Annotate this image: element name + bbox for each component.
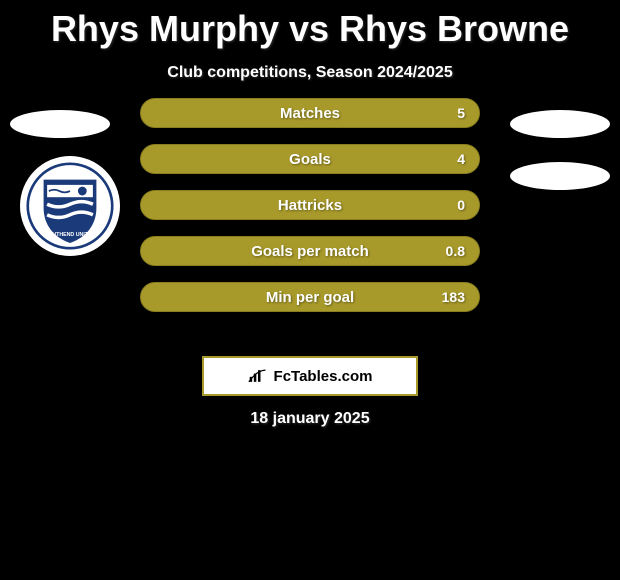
stat-label: Matches (280, 105, 340, 122)
bar-chart-icon (248, 368, 268, 384)
stat-right-value: 183 (442, 289, 465, 305)
stat-right-value: 4 (457, 151, 465, 167)
stat-row-goals-per-match: Goals per match 0.8 (140, 236, 480, 266)
brand-badge[interactable]: FcTables.com (202, 356, 418, 396)
player-right-avatar-placeholder-2 (510, 162, 610, 190)
stat-row-goals: Goals 4 (140, 144, 480, 174)
stat-label: Hattricks (278, 197, 342, 214)
stat-label: Min per goal (266, 289, 354, 306)
stat-row-min-per-goal: Min per goal 183 (140, 282, 480, 312)
southend-united-logo: SOUTHEND UNITED (20, 156, 120, 256)
player-left-avatar-placeholder (10, 110, 110, 138)
page-title: Rhys Murphy vs Rhys Browne (0, 0, 620, 50)
brand-label: FcTables.com (274, 368, 373, 385)
stat-right-value: 0 (457, 197, 465, 213)
stat-label: Goals (289, 151, 331, 168)
stat-row-matches: Matches 5 (140, 98, 480, 128)
stat-row-hattricks: Hattricks 0 (140, 190, 480, 220)
subtitle: Club competitions, Season 2024/2025 (0, 64, 620, 82)
stat-right-value: 0.8 (446, 243, 465, 259)
stat-label: Goals per match (251, 243, 369, 260)
stat-right-value: 5 (457, 105, 465, 121)
date-label: 18 january 2025 (0, 410, 620, 428)
svg-text:SOUTHEND UNITED: SOUTHEND UNITED (45, 232, 96, 238)
player-right-avatar-placeholder-1 (510, 110, 610, 138)
stat-bars: Matches 5 Goals 4 Hattricks 0 Goals per … (140, 98, 480, 328)
